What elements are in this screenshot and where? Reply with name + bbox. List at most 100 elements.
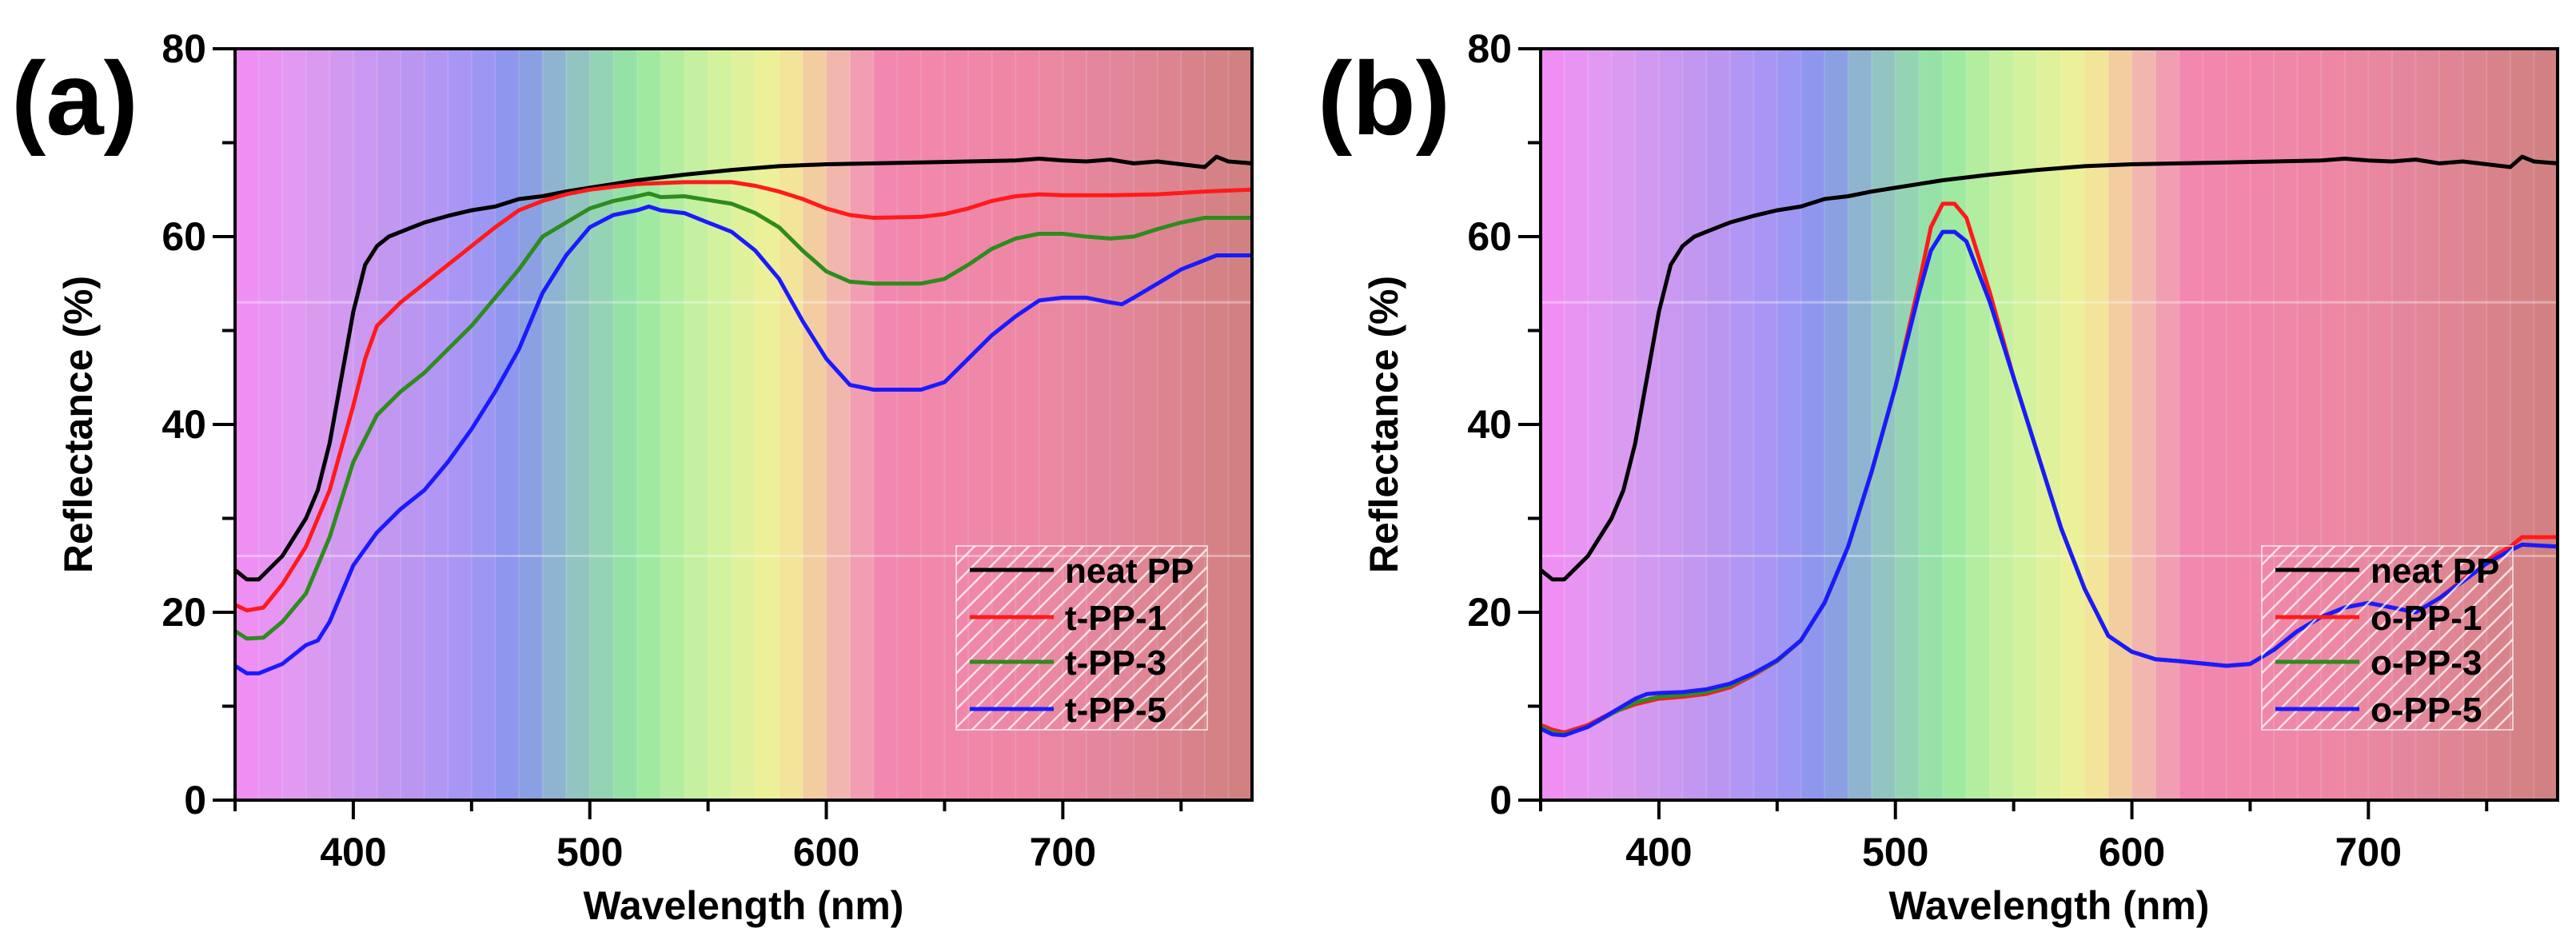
- spectrum-band: [495, 49, 520, 800]
- spectrum-band: [1895, 49, 1920, 800]
- panel-label: (a): [11, 40, 138, 157]
- spectrum-band: [613, 49, 638, 800]
- spectrum-band: [1776, 49, 1801, 800]
- spectrum-band: [542, 49, 567, 800]
- spectrum-band: [1753, 49, 1778, 800]
- legend-item: t-PP-1: [970, 599, 1166, 638]
- spectrum-band: [1942, 49, 1968, 800]
- legend-label: neat PP: [1065, 552, 1194, 591]
- spectrum-band: [779, 49, 804, 800]
- spectrum-band: [1611, 49, 1636, 800]
- x-axis-title: Wavelength (nm): [1889, 883, 2210, 928]
- spectrum-band: [2107, 49, 2133, 800]
- spectrum-band: [1658, 49, 1684, 800]
- spectrum-band: [424, 49, 449, 800]
- series-line-neat-pp: [1539, 154, 2558, 582]
- x-tick-label: 600: [793, 830, 859, 874]
- spectrum-band: [401, 49, 425, 800]
- spectrum-band: [235, 49, 260, 800]
- legend-label: t-PP-1: [1065, 599, 1166, 638]
- spectrum-band: [2226, 49, 2251, 800]
- panel-label: (b): [1318, 40, 1450, 157]
- spectrum-band: [1564, 49, 1589, 800]
- spectrum-band: [448, 49, 473, 800]
- legend-label: neat PP: [2371, 552, 2499, 591]
- legend-item: o-PP-1: [2275, 599, 2482, 638]
- spectrum-band: [1824, 49, 1849, 800]
- y-tick-label: 60: [161, 214, 206, 259]
- legend: neat PP t-PP-1 t-PP-3 t-PP-5: [955, 545, 1208, 731]
- spectrum-band: [1800, 49, 1825, 800]
- spectrum-band: [660, 49, 685, 800]
- legend-item: neat PP: [2275, 552, 2499, 591]
- spectrum-band: [1541, 49, 1565, 800]
- spectrum-band: [1228, 49, 1253, 800]
- spectrum-band: [802, 49, 827, 800]
- legend-item: o-PP-3: [2275, 643, 2482, 683]
- spectrum-band: [2060, 49, 2085, 800]
- legend-item: t-PP-3: [970, 643, 1166, 683]
- spectrum-band: [897, 49, 922, 800]
- legend-item: t-PP-5: [970, 691, 1166, 730]
- spectrum-band: [305, 49, 330, 800]
- spectrum-band: [2037, 49, 2062, 800]
- spectrum-band: [1588, 49, 1613, 800]
- spectrum-band: [377, 49, 401, 800]
- spectrum-band: [2203, 49, 2227, 800]
- spectrum-band: [2013, 49, 2038, 800]
- x-axis-title: Wavelength (nm): [584, 883, 904, 928]
- y-tick-label: 20: [161, 590, 206, 635]
- spectrum-band: [1682, 49, 1707, 800]
- y-tick-label: 40: [1467, 402, 1512, 447]
- spectrum-band: [1706, 49, 1731, 800]
- series-line-t-pp-1: [233, 180, 1253, 613]
- y-tick-label: 40: [161, 402, 206, 447]
- spectrum-band: [1919, 49, 1944, 800]
- spectrum-band: [518, 49, 544, 800]
- spectrum-band: [566, 49, 591, 800]
- legend-label: o-PP-3: [2371, 643, 2482, 683]
- spectrum-band: [2510, 49, 2535, 800]
- x-tick-label: 500: [1862, 830, 1928, 874]
- panel-a: 0 20 40 60 80 400 500 600 700 Wavelength (nm) Refl…: [11, 26, 1254, 928]
- legend: neat PP o-PP-1 o-PP-3 o-PP-5: [2261, 545, 2514, 731]
- spectrum-band: [826, 49, 851, 800]
- spectrum-band: [708, 49, 732, 800]
- spectrum-band: [1204, 49, 1230, 800]
- x-tick-label: 600: [2099, 830, 2165, 874]
- legend-label: o-PP-1: [2371, 599, 2482, 638]
- y-tick-label: 0: [1489, 778, 1512, 823]
- spectrum-band: [732, 49, 756, 800]
- y-tick-label: 80: [1467, 26, 1512, 71]
- spectrum-band: [2155, 49, 2180, 800]
- y-axis-title: Reflectance (%): [56, 276, 101, 573]
- series-line-neat-pp: [233, 154, 1253, 582]
- spectrum-band: [920, 49, 946, 800]
- legend-box: [2261, 545, 2514, 731]
- spectrum-band: [1848, 49, 1872, 800]
- spectrum-band: [684, 49, 709, 800]
- x-tick-label: 400: [1625, 830, 1692, 874]
- spectrum-band: [1966, 49, 1991, 800]
- spectrum-band: [636, 49, 662, 800]
- spectrum-band: [2084, 49, 2109, 800]
- series-line-t-pp-5: [233, 204, 1252, 675]
- spectrum-band: [2179, 49, 2203, 800]
- spectrum-band: [1990, 49, 2015, 800]
- series-line-t-pp-3: [233, 191, 1252, 641]
- legend-label: t-PP-5: [1065, 691, 1166, 730]
- spectrum-band: [755, 49, 780, 800]
- x-tick-label: 400: [320, 830, 386, 874]
- legend-label: t-PP-3: [1065, 643, 1166, 683]
- y-axis-title: Reflectance (%): [1362, 276, 1406, 573]
- y-tick-label: 60: [1467, 214, 1512, 259]
- spectrum-band: [589, 49, 614, 800]
- spectrum-band: [2131, 49, 2156, 800]
- legend-label: o-PP-5: [2371, 691, 2482, 730]
- spectrum-band: [258, 49, 283, 800]
- x-tick-label: 700: [1030, 830, 1096, 874]
- legend-item: neat PP: [970, 552, 1194, 591]
- spectrum-band: [873, 49, 898, 800]
- x-tick-label: 700: [2335, 830, 2402, 874]
- spectrum-band: [282, 49, 307, 800]
